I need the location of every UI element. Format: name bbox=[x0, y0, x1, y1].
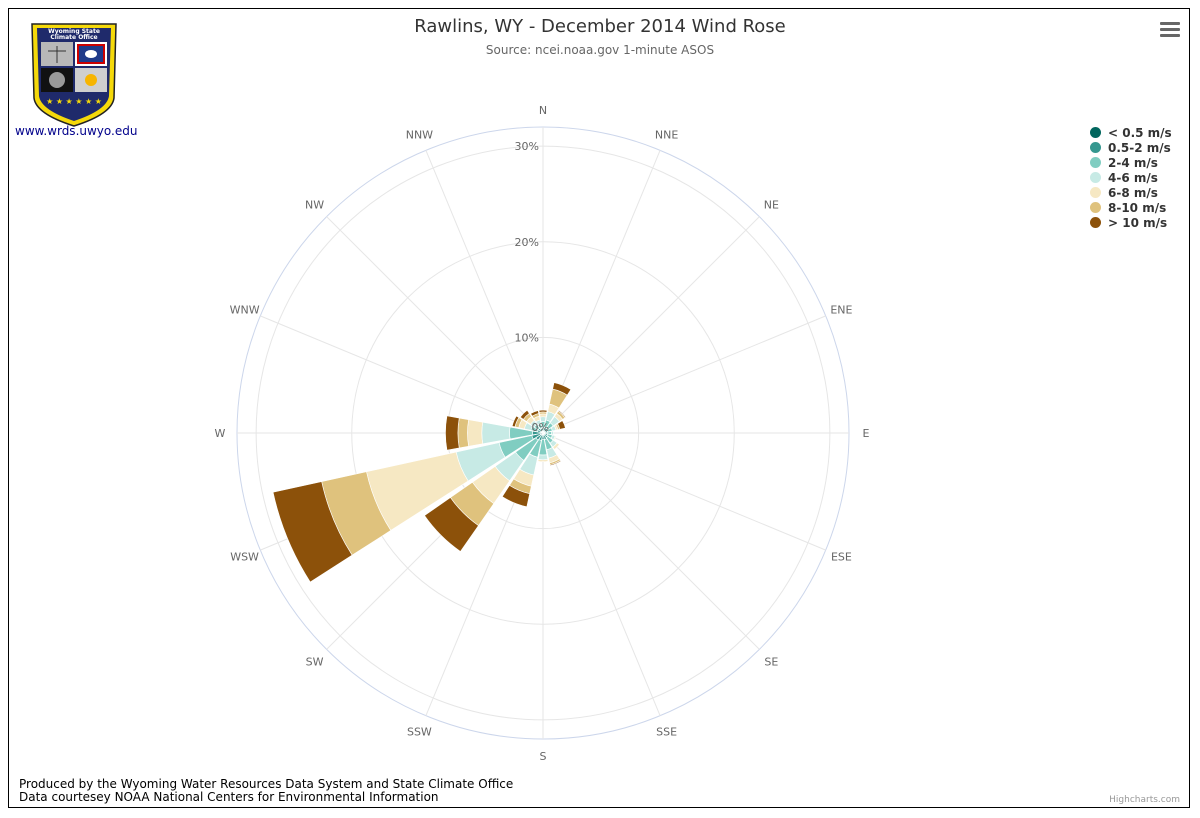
bar-NW-6[interactable] bbox=[519, 409, 530, 420]
logo-text-line1: Wyoming State bbox=[48, 28, 100, 35]
bar-WNW-6[interactable] bbox=[511, 415, 520, 428]
direction-label-N: N bbox=[539, 104, 547, 117]
direction-label-E: E bbox=[863, 427, 870, 440]
direction-label-WSW: WSW bbox=[230, 551, 259, 564]
bar-NE-6[interactable] bbox=[557, 409, 567, 419]
bar-N-4[interactable] bbox=[539, 413, 547, 418]
bar-W-4[interactable] bbox=[467, 419, 484, 447]
legend-color-dot bbox=[1090, 142, 1101, 153]
wind-rose-bars bbox=[272, 382, 572, 583]
legend-label: 6-8 m/s bbox=[1108, 185, 1158, 200]
axis-labels: N NNE NE ENE E ESE SE SSE S SSW SW WSW W WNW NW NNW 0% 10… bbox=[215, 104, 870, 763]
direction-label-W: W bbox=[215, 427, 226, 440]
legend-color-dot bbox=[1090, 217, 1101, 228]
radial-tick-label: 10% bbox=[515, 331, 539, 344]
grid-spoke bbox=[542, 432, 760, 650]
chart-subtitle: Source: ncei.noaa.gov 1-minute ASOS bbox=[485, 43, 715, 57]
legend-color-dot bbox=[1090, 172, 1101, 183]
direction-label-ENE: ENE bbox=[830, 303, 852, 316]
hamburger-menu-icon[interactable] bbox=[1160, 22, 1180, 40]
bar-NNE-6[interactable] bbox=[552, 382, 572, 396]
legend-color-dot bbox=[1090, 157, 1101, 168]
bar-SSW-6[interactable] bbox=[501, 484, 531, 508]
grid-spoke bbox=[542, 432, 826, 551]
legend-item[interactable]: 2-4 m/s bbox=[1090, 155, 1172, 170]
bar-W-6[interactable] bbox=[445, 415, 460, 451]
bar-S-4[interactable] bbox=[537, 459, 549, 462]
direction-label-NNE: NNE bbox=[655, 129, 678, 142]
legend-item[interactable]: 0.5-2 m/s bbox=[1090, 140, 1172, 155]
climate-office-shield-logo[interactable]: Wyoming State Climate Office ★ ★ ★ ★ ★ ★ bbox=[28, 18, 120, 128]
direction-label-NE: NE bbox=[764, 199, 779, 212]
legend-label: 2-4 m/s bbox=[1108, 155, 1158, 170]
grid-spoke bbox=[260, 315, 544, 434]
direction-label-NW: NW bbox=[305, 199, 324, 212]
legend-item[interactable]: < 0.5 m/s bbox=[1090, 125, 1172, 140]
bar-N-6[interactable] bbox=[538, 409, 548, 413]
bar-ESE-4[interactable] bbox=[553, 435, 557, 441]
legend-item[interactable]: 8-10 m/s bbox=[1090, 200, 1172, 215]
direction-label-SSE: SSE bbox=[656, 725, 677, 738]
direction-label-SSW: SSW bbox=[407, 725, 432, 738]
legend-color-dot bbox=[1090, 127, 1101, 138]
credits-line-1: Produced by the Wyoming Water Resources … bbox=[19, 777, 514, 791]
direction-label-ESE: ESE bbox=[831, 551, 852, 564]
legend-label: > 10 m/s bbox=[1108, 215, 1168, 230]
legend-item[interactable]: 4-6 m/s bbox=[1090, 170, 1172, 185]
credits-line-2: Data courtesey NOAA National Centers for… bbox=[19, 790, 439, 804]
bar-WSW-6[interactable] bbox=[272, 481, 353, 583]
legend-item[interactable]: > 10 m/s bbox=[1090, 215, 1172, 230]
bar-SE-4[interactable] bbox=[552, 442, 560, 450]
bar-SSE-6[interactable] bbox=[549, 459, 562, 467]
bar-NNW-6[interactable] bbox=[530, 410, 540, 417]
direction-label-WNW: WNW bbox=[230, 303, 260, 316]
bar-SW-6[interactable] bbox=[424, 497, 479, 552]
legend-label: 4-6 m/s bbox=[1108, 170, 1158, 185]
bar-W-3[interactable] bbox=[481, 421, 511, 445]
radial-tick-label: 0% bbox=[532, 421, 549, 434]
bar-ENE-6[interactable] bbox=[557, 420, 566, 430]
highcharts-credit[interactable]: Highcharts.com bbox=[1109, 795, 1180, 805]
radial-tick-label: 20% bbox=[515, 236, 539, 249]
direction-label-SE: SE bbox=[764, 655, 778, 668]
direction-label-S: S bbox=[540, 750, 547, 763]
grid-spoke bbox=[326, 216, 544, 434]
legend-color-dot bbox=[1090, 202, 1101, 213]
bar-E-3[interactable] bbox=[551, 430, 554, 436]
svg-text:★ ★ ★ ★ ★ ★: ★ ★ ★ ★ ★ ★ bbox=[46, 97, 102, 106]
legend-label: 0.5-2 m/s bbox=[1108, 140, 1171, 155]
grid-spoke bbox=[542, 315, 826, 434]
grid-spoke bbox=[542, 432, 661, 716]
legend-color-dot bbox=[1090, 187, 1101, 198]
website-link[interactable]: www.wrds.uwyo.edu bbox=[15, 124, 138, 138]
grid-spoke bbox=[425, 150, 544, 434]
chart-frame bbox=[8, 8, 1190, 808]
legend-label: < 0.5 m/s bbox=[1108, 125, 1172, 140]
direction-label-SW: SW bbox=[306, 655, 324, 668]
grid-spoke bbox=[542, 216, 760, 434]
legend: < 0.5 m/s 0.5-2 m/s 2-4 m/s 4-6 m/s 6-8 m/s 8… bbox=[1090, 125, 1172, 230]
direction-label-NNW: NNW bbox=[406, 129, 433, 142]
legend-label: 8-10 m/s bbox=[1108, 200, 1167, 215]
logo-text-line2: Climate Office bbox=[50, 34, 97, 41]
bar-W-5[interactable] bbox=[457, 417, 469, 449]
radial-tick-label: 30% bbox=[515, 140, 539, 153]
chart-title: Rawlins, WY - December 2014 Wind Rose bbox=[414, 16, 786, 37]
legend-item[interactable]: 6-8 m/s bbox=[1090, 185, 1172, 200]
bar-S-3[interactable] bbox=[537, 454, 549, 461]
